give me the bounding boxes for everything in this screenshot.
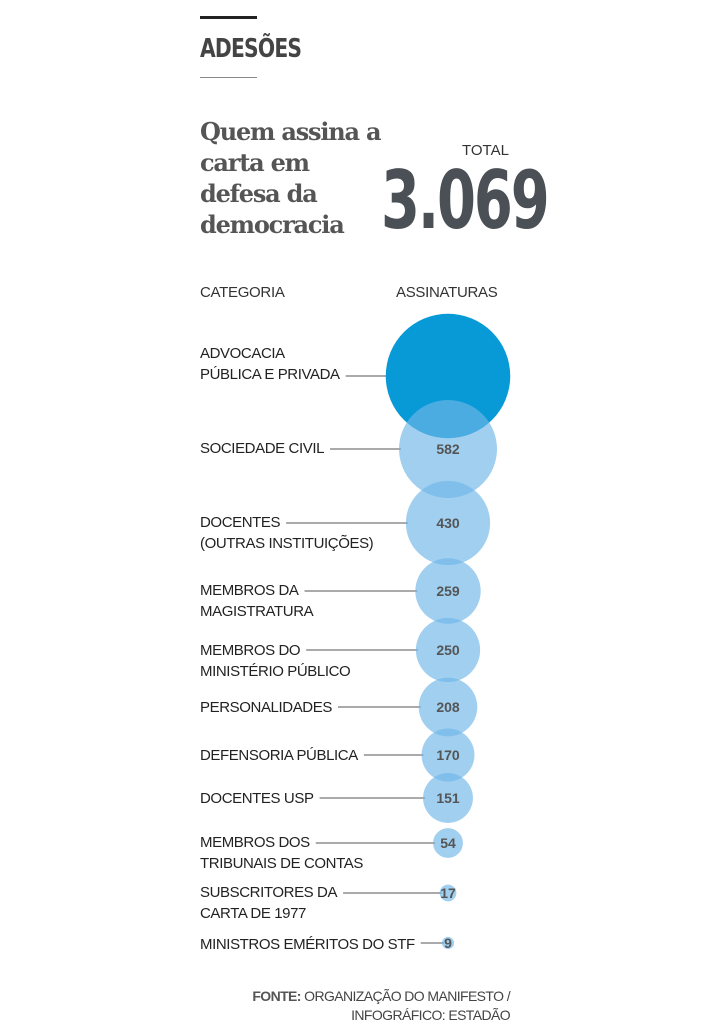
category-label: ADVOCACIA PÚBLICA E PRIVADA <box>200 343 340 385</box>
bubble-value-label: 54 <box>440 835 456 851</box>
bubble <box>415 617 481 683</box>
category-label: DOCENTES USP <box>200 788 314 809</box>
category-label-line: PERSONALIDADES <box>200 699 332 716</box>
bubble <box>441 936 455 950</box>
column-header-signatures: ASSINATURAS <box>396 284 498 301</box>
column-header-category: CATEGORIA <box>200 284 285 301</box>
category-label-line: SUBSCRITORES DA <box>200 884 338 901</box>
bubble <box>433 828 463 858</box>
bubble-value-label: 250 <box>436 642 460 658</box>
category-label-line: (OUTRAS INSTITUIÇÕES) <box>200 535 374 552</box>
top-rule <box>200 16 257 19</box>
bubble <box>399 400 497 498</box>
source-line-2: INFOGRÁFICO: ESTADÃO <box>351 1007 510 1023</box>
category-label-line: CARTA DE 1977 <box>200 905 306 922</box>
category-label-line: TRIBUNAIS DE CONTAS <box>200 855 363 872</box>
category-label-line: MEMBROS DOS <box>200 834 310 851</box>
kicker: ADESÕES <box>200 34 302 64</box>
bubble <box>385 313 511 439</box>
category-label-line: MINISTÉRIO PÚBLICO <box>200 663 351 680</box>
bubble <box>415 558 481 624</box>
chart-title: Quem assina a carta em defesa da democra… <box>200 117 382 239</box>
category-label-line: DOCENTES USP <box>200 790 314 807</box>
category-label-line: MEMBROS DA <box>200 582 299 599</box>
category-label: PERSONALIDADES <box>200 697 332 718</box>
category-label: SUBSCRITORES DA CARTA DE 1977 <box>200 882 337 924</box>
category-label-line: DOCENTES <box>200 514 281 531</box>
total-value: 3.069 <box>381 154 550 247</box>
category-label-line: MEMBROS DO <box>200 642 301 659</box>
kicker-rule <box>200 77 257 78</box>
bubble-value-label: 430 <box>436 515 460 531</box>
category-label: MEMBROS DO MINISTÉRIO PÚBLICO <box>200 640 351 682</box>
bubble <box>421 728 475 782</box>
bubble <box>418 677 478 737</box>
category-label: DOCENTES (OUTRAS INSTITUIÇÕES) <box>200 512 374 554</box>
bubble <box>439 884 457 902</box>
source-line-1: ORGANIZAÇÃO DO MANIFESTO / <box>304 988 510 1004</box>
bubble <box>423 773 473 823</box>
bubble-value-label: 259 <box>436 583 460 599</box>
bubble <box>405 480 491 566</box>
bubble-value-label: 582 <box>436 441 460 457</box>
source-prefix: FONTE: <box>252 988 301 1004</box>
category-label: MINISTROS EMÉRITOS DO STF <box>200 934 415 955</box>
category-label: SOCIEDADE CIVIL <box>200 438 324 459</box>
bubble-value-label: 151 <box>436 790 460 806</box>
bubble-value-label: 9 <box>444 935 452 951</box>
category-label-line: MAGISTRATURA <box>200 603 314 620</box>
category-label-line: PÚBLICA E PRIVADA <box>200 366 340 383</box>
category-label-line: DEFENSORIA PÚBLICA <box>200 747 358 764</box>
bubble-value-label: 17 <box>440 885 456 901</box>
category-label: MEMBROS DOS TRIBUNAIS DE CONTAS <box>200 832 363 874</box>
category-label-line: ADVOCACIA <box>200 345 285 362</box>
bubble-value-label: 208 <box>436 699 460 715</box>
bubble-value-label: 170 <box>436 747 460 763</box>
source-note: FONTE: ORGANIZAÇÃO DO MANIFESTO / INFOGR… <box>252 987 510 1025</box>
category-label: DEFENSORIA PÚBLICA <box>200 745 358 766</box>
category-label-line: MINISTROS EMÉRITOS DO STF <box>200 936 415 953</box>
category-label-line: SOCIEDADE CIVIL <box>200 440 325 457</box>
total-label: TOTAL <box>462 142 509 159</box>
category-label: MEMBROS DA MAGISTRATURA <box>200 580 314 622</box>
